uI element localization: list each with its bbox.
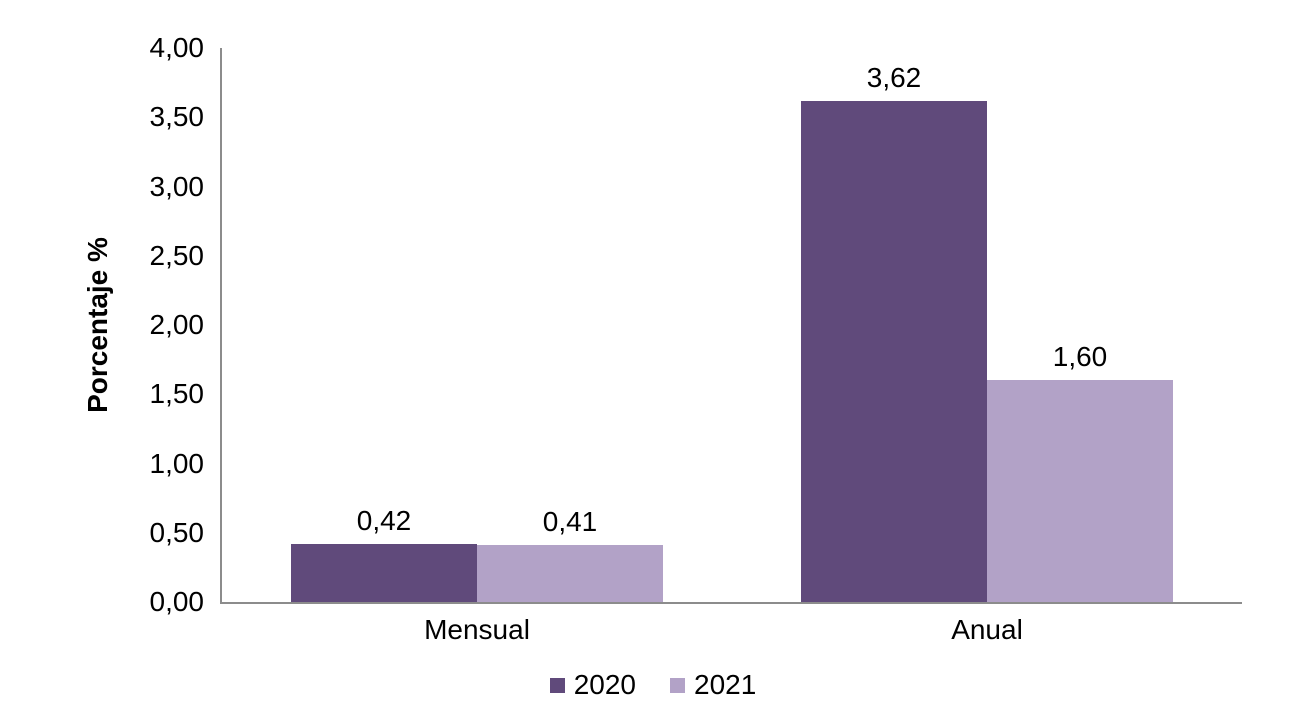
legend-label-2020: 2020 — [573, 669, 636, 700]
legend-swatch-2021 — [670, 677, 685, 693]
bar-value-label: 3,62 — [866, 61, 922, 93]
y-tick-label: 2,50 — [149, 239, 205, 271]
x-axis-category-label: Anual — [951, 614, 1023, 645]
y-tick-label: 1,50 — [149, 378, 205, 410]
bar-value-label: 0,41 — [542, 506, 598, 538]
bar-2020-anual — [801, 100, 987, 602]
bar-2021-mensual — [477, 545, 663, 602]
legend-item-2021: 2021 — [670, 668, 756, 702]
y-tick-label: 0,50 — [149, 516, 205, 548]
y-tick-label: 4,00 — [149, 32, 205, 63]
y-tick-label: 0,00 — [149, 586, 205, 617]
legend: 2020 2021 — [0, 668, 1306, 702]
bar-2020-mensual — [291, 543, 477, 602]
bar-value-label: 1,60 — [1052, 341, 1108, 373]
legend-label-2021: 2021 — [694, 669, 757, 700]
y-tick-label: 3,00 — [149, 170, 205, 202]
bar-2021-anual — [987, 380, 1173, 602]
y-tick-label: 1,00 — [149, 447, 205, 479]
legend-swatch-2020 — [549, 677, 565, 693]
x-axis-category-label: Mensual — [424, 614, 530, 645]
y-tick-label: 3,50 — [149, 101, 205, 133]
bar-value-label: 0,42 — [356, 504, 412, 536]
plot-area: 0,42 0,41 3,62 1,60 — [220, 48, 1242, 604]
y-tick-label: 2,00 — [149, 309, 205, 340]
legend-item-2020: 2020 — [549, 668, 636, 702]
